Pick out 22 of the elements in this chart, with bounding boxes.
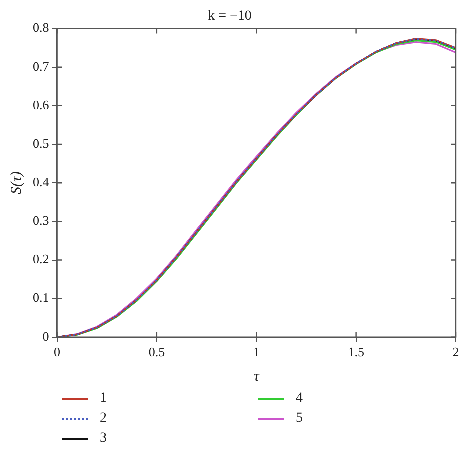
x-axis-title: τ — [254, 368, 260, 385]
x-tick-label: 0 — [54, 344, 60, 360]
y-axis-title: S(τ) — [8, 172, 25, 195]
y-tick-label: 0.5 — [33, 136, 50, 151]
x-tick-label: 1 — [253, 344, 260, 360]
x-tick-label: 2 — [452, 344, 460, 360]
legend-label: 4 — [296, 391, 303, 407]
y-tick-label: 0.4 — [33, 174, 50, 190]
x-tick-label: 0.5 — [148, 344, 166, 360]
legend-label: 3 — [100, 431, 107, 447]
y-tick-label: 0.3 — [33, 213, 50, 228]
legend-label: 2 — [100, 411, 107, 427]
legend-label: 5 — [296, 411, 303, 427]
y-tick-label: 0.2 — [33, 252, 50, 267]
y-tick-label: 0.7 — [33, 58, 50, 74]
chart-title: k = −10 — [208, 9, 252, 24]
y-tick-label: 0.6 — [33, 97, 50, 112]
y-tick-label: 0 — [42, 328, 50, 344]
y-tick-label: 0.8 — [33, 20, 50, 36]
y-tick-label: 0.1 — [33, 290, 50, 306]
x-tick-label: 1.5 — [348, 344, 364, 360]
legend-label: 1 — [100, 391, 107, 407]
